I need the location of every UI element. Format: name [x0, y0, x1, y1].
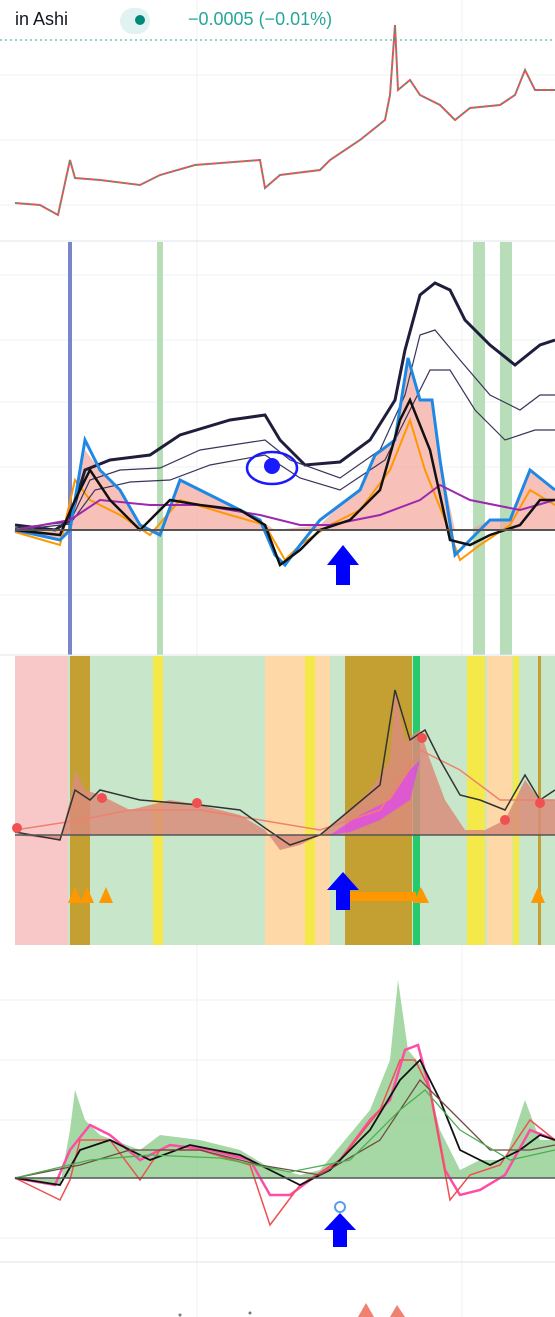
indicator-pane-5 [178, 1303, 405, 1317]
change-label: −0.0005 (−0.01%) [188, 9, 332, 29]
price-pane: in Ashi −0.0005 (−0.01%) [0, 8, 555, 242]
indicator-pane-3 [12, 656, 555, 945]
symbol-label: in Ashi [15, 9, 68, 29]
price-candles-up [14, 24, 555, 216]
price-candles-down [14, 24, 555, 217]
eye-icon [245, 450, 299, 486]
up-arrow [324, 1213, 356, 1247]
status-dot [135, 15, 145, 25]
indicator-pane-4 [0, 980, 555, 1263]
status-badge[interactable] [120, 8, 150, 34]
up-arrow [327, 545, 359, 585]
up-arrow [327, 872, 359, 910]
indicator-pane-2 [0, 242, 555, 656]
